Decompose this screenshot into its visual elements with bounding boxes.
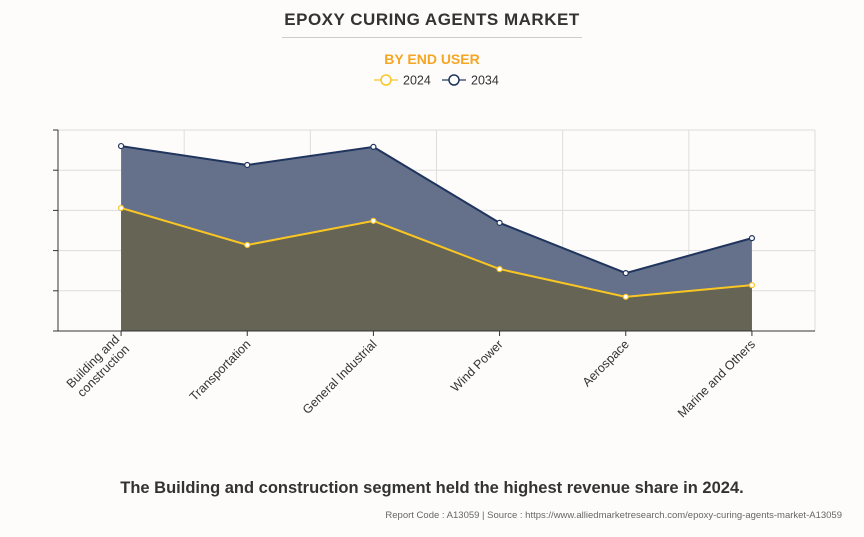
x-tick-label: General Industrial	[300, 337, 380, 417]
x-tick-label: Wind Power	[448, 337, 506, 395]
line-2034	[120, 145, 753, 275]
chart-title: EPOXY CURING AGENTS MARKET	[284, 10, 580, 29]
legend-label-2034: 2034	[471, 74, 499, 88]
point-2024	[370, 217, 377, 224]
point-2024	[748, 282, 756, 289]
chart-subtitle: BY END USER	[384, 51, 480, 67]
x-tick-label: Aerospace	[580, 337, 632, 389]
point-2024	[496, 265, 503, 273]
legend-label-2024: 2024	[403, 74, 431, 88]
point-2024	[622, 293, 629, 300]
point-2034	[622, 270, 629, 277]
x-tick-label: Building andconstruction	[64, 332, 132, 400]
legend-marker-2034	[448, 74, 460, 86]
point-2034	[244, 161, 251, 169]
point-2034	[748, 235, 756, 242]
point-2034	[496, 219, 503, 226]
source-text: Report Code : A13059 | Source : https://…	[385, 510, 842, 521]
legend-marker-2024	[380, 74, 392, 86]
point-2034	[370, 143, 377, 150]
x-tick-label: Transportation	[187, 337, 254, 404]
title-divider	[282, 37, 582, 38]
line-2024	[120, 207, 753, 298]
x-tick-label: Marine and Others	[675, 337, 758, 420]
point-2024	[244, 241, 251, 249]
summary-text: The Building and construction segment he…	[120, 479, 744, 497]
point-2024	[117, 204, 125, 212]
area-2024	[121, 207, 752, 331]
point-2034	[117, 142, 125, 150]
